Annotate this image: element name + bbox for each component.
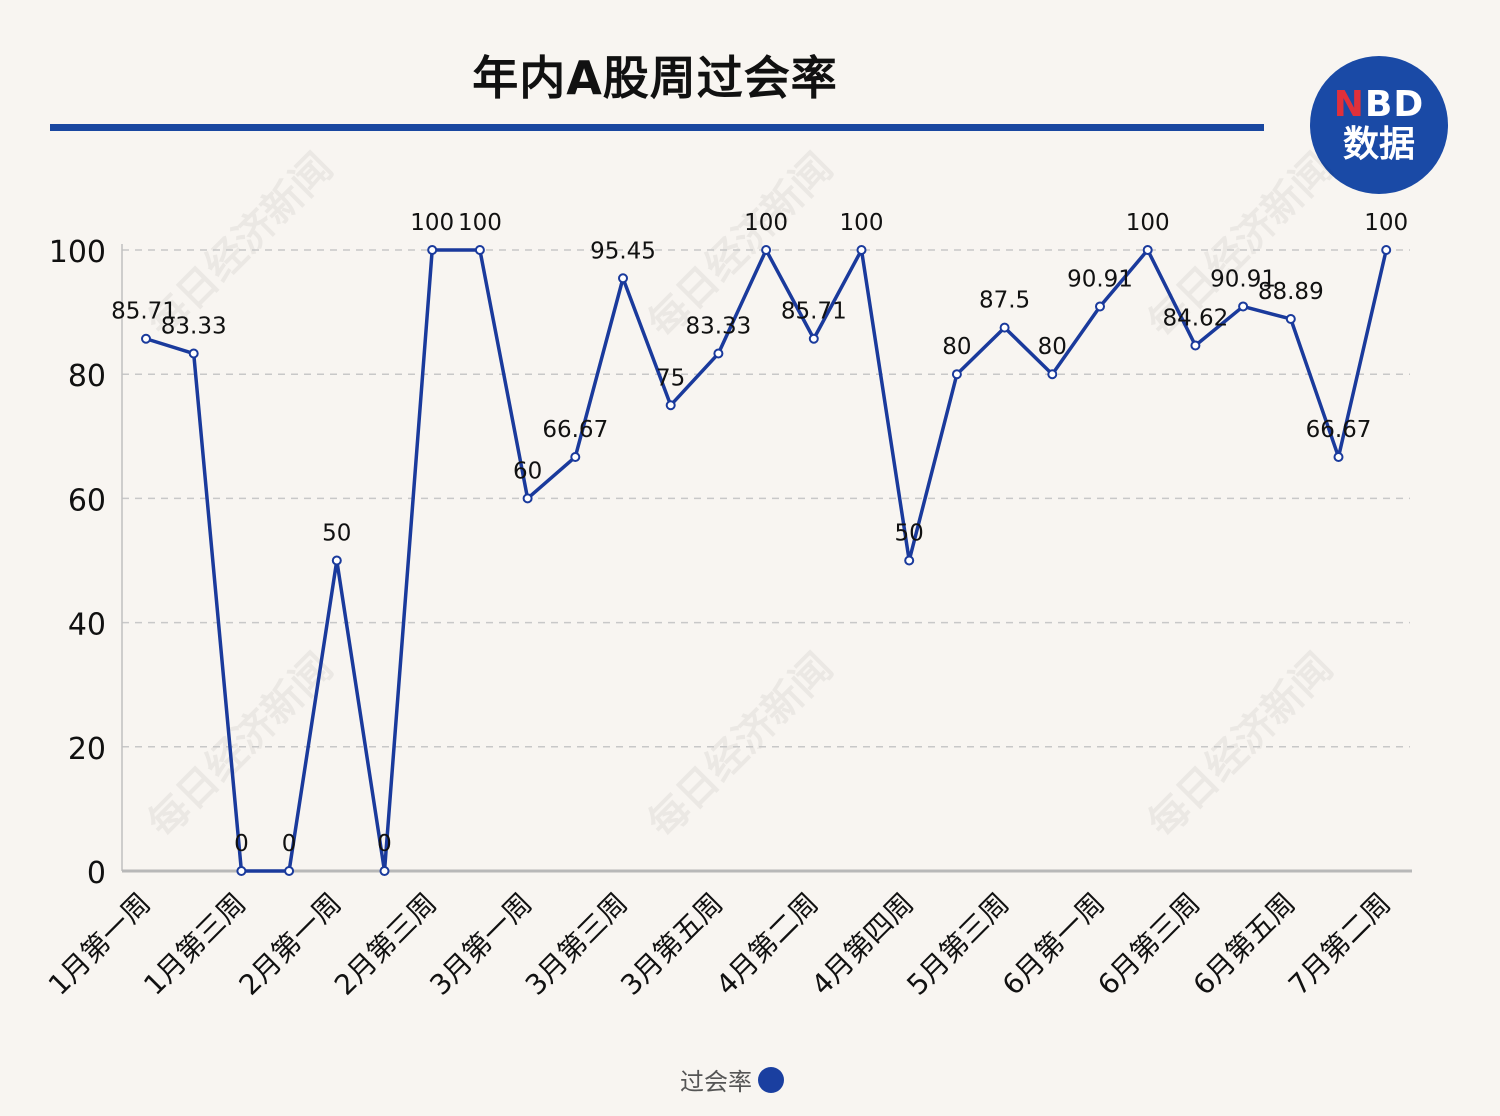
data-point [904,555,915,566]
data-point [188,348,199,359]
series-layer [141,245,1392,876]
data-label: 66.67 [1306,417,1372,443]
data-point [1095,301,1105,312]
data-label: 0 [282,831,297,857]
data-point [1333,451,1344,462]
data-label: 100 [410,210,454,236]
x-axis: 1月第一周1月第三周2月第一周2月第三周3月第一周3月第三周3月第五周4月第二周… [42,869,1412,1002]
data-label: 95.45 [590,238,656,264]
data-point [236,866,247,876]
x-tick-label: 3月第三周 [519,887,634,1002]
legend[interactable]: 过会率 [0,1062,1500,1097]
x-tick-label: 4月第四周 [805,887,920,1002]
y-tick-label: 60 [68,483,106,518]
x-tick-label: 7月第二周 [1282,887,1397,1002]
data-point [284,866,295,876]
data-point [379,866,390,876]
x-tick-label: 5月第三周 [900,887,1015,1002]
data-label: 60 [513,458,542,484]
x-tick-label: 2月第一周 [233,887,348,1002]
data-point [570,451,581,462]
data-label: 100 [1364,210,1408,236]
y-tick-label: 20 [68,732,106,767]
data-point [141,333,151,344]
legend-marker [758,1066,784,1093]
y-tick-label: 80 [68,359,106,394]
data-point [474,245,485,255]
data-label: 83.33 [161,314,227,340]
watermark-text: 每日经济新闻 [140,645,342,847]
x-tick-label: 6月第五周 [1187,887,1302,1002]
data-label: 90.91 [1210,266,1276,292]
y-tick-label: 100 [49,235,106,270]
legend-label: 过会率 [680,1068,752,1096]
data-point [1142,245,1153,255]
data-point [856,245,867,255]
data-point [761,245,772,255]
data-point [618,273,628,284]
x-tick-label: 1月第一周 [42,887,157,1002]
data-point [1190,340,1201,351]
data-point [808,333,819,344]
data-point [1381,245,1392,255]
data-point [999,322,1010,333]
data-point [665,400,676,411]
data-point [1285,313,1296,324]
data-label: 100 [458,210,502,236]
x-tick-label: 6月第三周 [1091,887,1206,1002]
chart-title: 年内A股周过会率 [472,51,838,105]
data-label: 88.89 [1258,279,1324,305]
data-label: 85.71 [111,299,177,325]
data-label: 0 [234,831,249,857]
data-point [331,555,342,566]
y-axis: 0 20 40 60 80 100 [49,235,123,891]
logo-top-text: NBD [1333,84,1425,125]
data-label: 100 [744,210,788,236]
watermark-text: 每日经济新闻 [1140,645,1342,847]
y-tick-label: 40 [68,608,106,643]
logo-bottom-text: 数据 [1342,124,1415,165]
x-tick-label: 6月第一周 [996,887,1111,1002]
data-label: 50 [895,521,924,547]
data-point [713,348,724,359]
y-tick-label: 0 [87,856,106,891]
data-point [1047,369,1058,380]
x-tick-label: 4月第二周 [710,887,825,1002]
data-point [427,245,438,255]
data-label: 83.33 [685,314,751,340]
data-point [951,369,962,380]
data-label: 80 [1038,334,1067,360]
x-tick-label: 2月第三周 [328,887,443,1002]
title-underline [50,124,1264,131]
data-label: 100 [840,210,884,236]
data-point [522,493,533,504]
data-label: 100 [1126,210,1170,236]
data-label: 85.71 [781,299,847,325]
data-point [1238,301,1249,312]
data-label: 50 [322,521,351,547]
data-label: 90.91 [1067,266,1133,292]
data-label: 80 [942,334,971,360]
data-label: 66.67 [542,417,608,443]
data-label: 0 [377,831,392,857]
data-label: 84.62 [1162,306,1228,332]
x-tick-label: 3月第一周 [423,887,538,1002]
data-label: 75 [656,365,685,391]
nbd-data-logo: NBD 数据 [1310,56,1448,194]
data-label: 87.5 [979,288,1030,314]
x-tick-label: 1月第三周 [137,887,252,1002]
watermark-text: 每日经济新闻 [640,645,842,847]
x-tick-label: 3月第五周 [614,887,729,1002]
